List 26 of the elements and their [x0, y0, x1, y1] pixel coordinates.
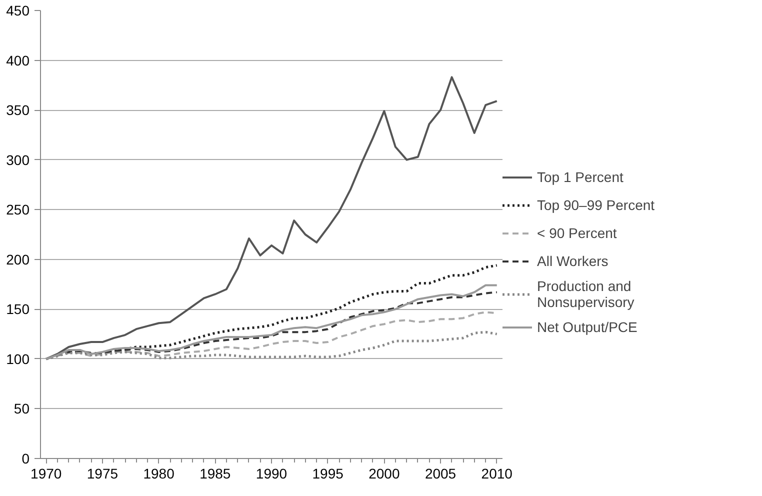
- y-tick-label: 0: [22, 450, 30, 466]
- y-tick-label: 350: [6, 102, 30, 118]
- x-tick-label: 2005: [424, 466, 456, 482]
- y-tick-label: 450: [6, 2, 30, 18]
- x-tick-label: 2010: [481, 466, 513, 482]
- legend-label: Production and Nonsupervisory: [537, 278, 634, 310]
- y-tick-label: 400: [6, 52, 30, 68]
- x-tick-label: 2000: [368, 466, 400, 482]
- legend-label: Top 1 Percent: [537, 168, 624, 187]
- line-series: [44, 330, 498, 360]
- x-tick-label: 1995: [312, 466, 344, 482]
- legend-label: All Workers: [537, 252, 608, 271]
- y-tick-label: 250: [6, 202, 30, 218]
- legend-label: Top 90–99 Percent: [537, 196, 655, 215]
- x-tick-label: 1975: [86, 466, 118, 482]
- y-tick-label: 50: [14, 400, 30, 417]
- x-tick-label: 1970: [30, 466, 62, 482]
- y-tick-label: 150: [6, 301, 30, 318]
- y-tick-label: 300: [6, 152, 30, 168]
- legend-label: < 90 Percent: [537, 224, 617, 243]
- x-tick-label: 1990: [256, 466, 288, 482]
- y-tick-label: 200: [6, 251, 30, 268]
- legend-label: Net Output/PCE: [537, 318, 638, 337]
- y-tick-label: 100: [6, 350, 30, 367]
- x-tick-label: 1980: [143, 466, 175, 482]
- x-tick-label: 1985: [200, 466, 231, 482]
